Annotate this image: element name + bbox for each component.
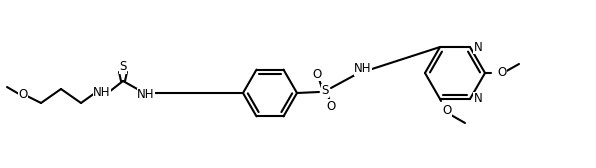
Text: NH: NH <box>93 87 111 99</box>
Text: O: O <box>442 104 452 117</box>
Text: NH: NH <box>354 62 372 75</box>
Text: O: O <box>327 99 336 113</box>
Text: N: N <box>474 40 483 54</box>
Text: O: O <box>312 68 322 80</box>
Text: N: N <box>474 92 483 106</box>
Text: S: S <box>321 85 328 97</box>
Text: O: O <box>18 89 27 101</box>
Text: NH: NH <box>137 89 155 101</box>
Text: O: O <box>497 67 506 79</box>
Text: S: S <box>119 60 127 74</box>
